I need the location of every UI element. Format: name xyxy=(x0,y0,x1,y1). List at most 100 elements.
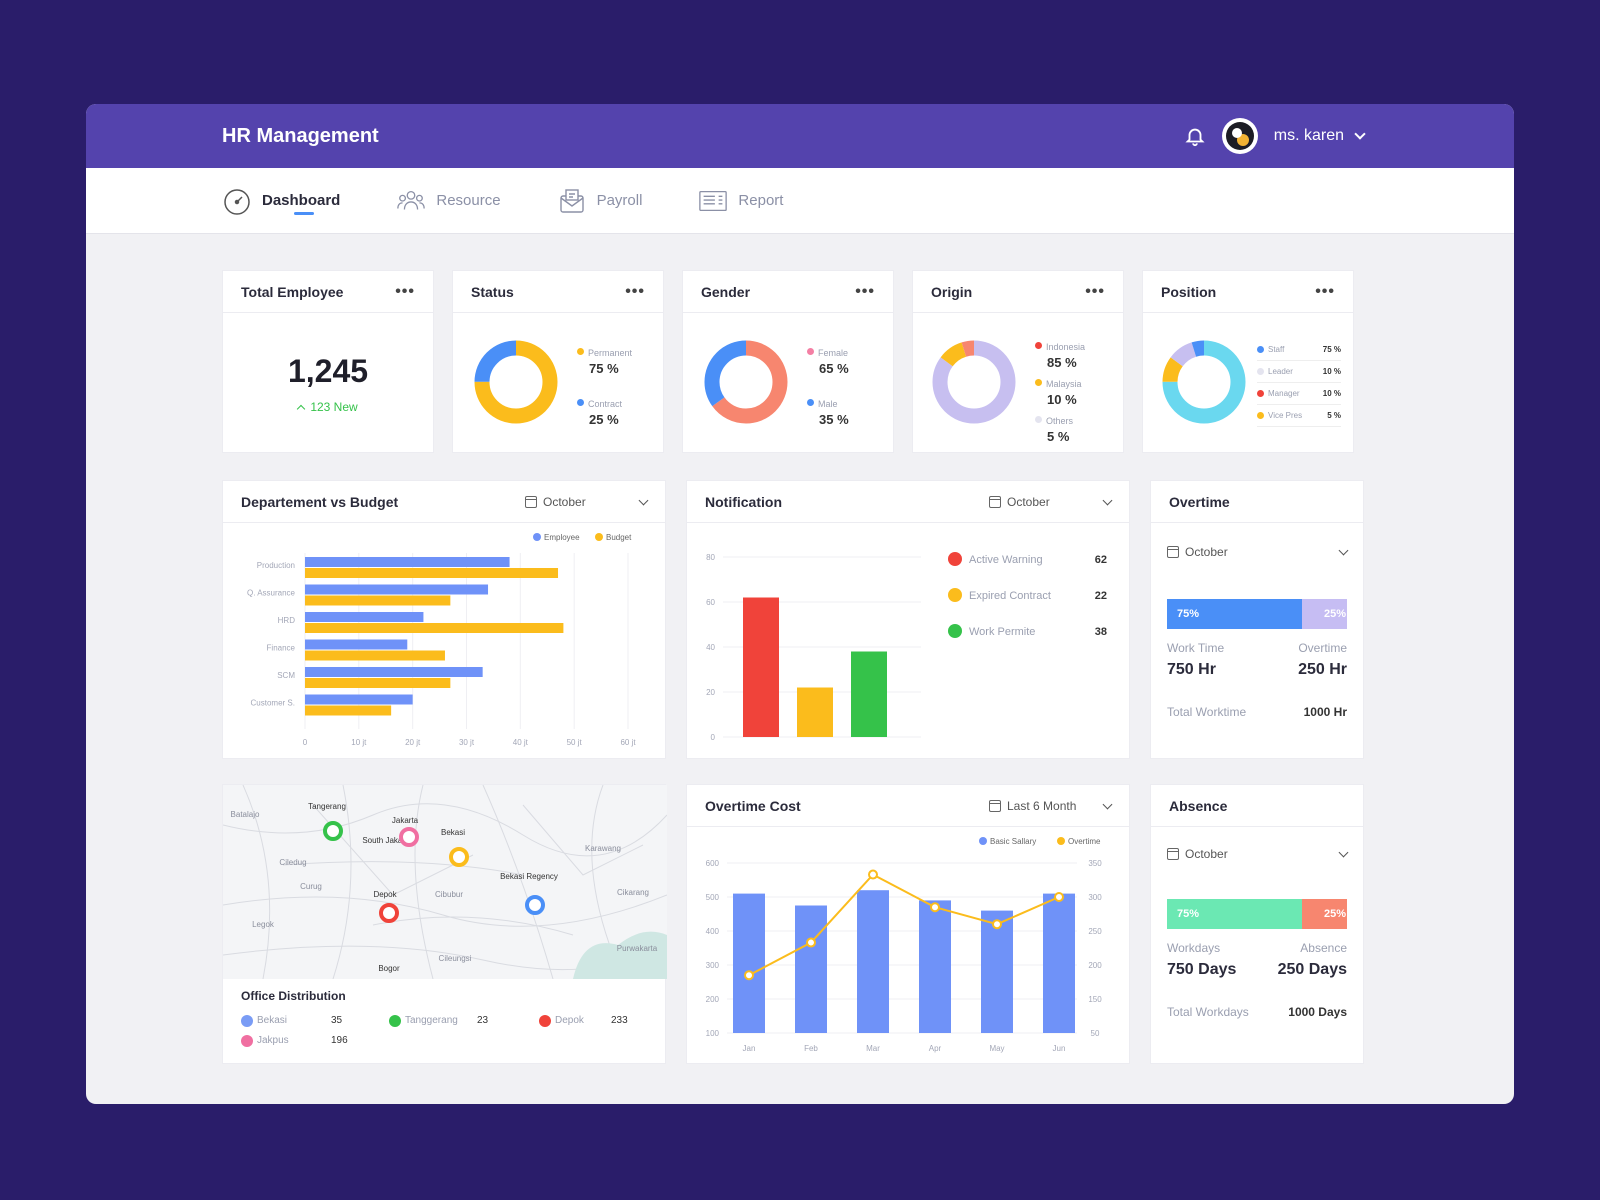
top-bar: HR Management ms. karen xyxy=(86,104,1514,168)
legend-value: 35 % xyxy=(819,412,849,427)
more-icon[interactable]: ••• xyxy=(855,282,875,300)
y-tick-label: 600 xyxy=(706,859,720,868)
tab-report[interactable]: Report xyxy=(698,186,783,216)
bell-icon[interactable] xyxy=(1184,125,1206,147)
month-dropdown[interactable]: October xyxy=(989,494,1113,509)
more-icon[interactable]: ••• xyxy=(625,282,645,300)
notification-title: Notification xyxy=(705,493,782,510)
map-marker-bekasi[interactable] xyxy=(449,847,469,867)
map-marker-depok[interactable] xyxy=(379,903,399,923)
notification-chart: 80 60 40 20 0 Active Warning 62 Expired Contrac… xyxy=(706,552,1107,742)
ot-pct-label: 25% xyxy=(1324,608,1347,620)
total-employee-card: Total Employee ••• 1,245 123 New xyxy=(222,270,434,453)
legend-dot xyxy=(807,399,814,407)
chevron-down-icon xyxy=(1102,495,1113,505)
x-tick-label: 0 xyxy=(303,738,308,747)
total-employee-title: Total Employee xyxy=(241,283,344,300)
legend-label: Budget xyxy=(606,533,632,542)
tab-report-label: Report xyxy=(738,192,784,209)
category-label: Q. Assurance xyxy=(247,589,296,598)
tab-resource[interactable]: Resource xyxy=(396,186,501,216)
office-map[interactable]: Tangerang Jakarta South Jakarta Bekasi Bekas… xyxy=(223,785,667,979)
more-icon[interactable]: ••• xyxy=(395,282,415,300)
donut-segment xyxy=(704,340,788,424)
legend-label: Active Warning xyxy=(969,554,1043,566)
absence-label: Absence xyxy=(1300,941,1347,955)
gender-title: Gender xyxy=(701,283,751,300)
legend-item: Male xyxy=(807,394,849,412)
legend-label: Manager xyxy=(1268,389,1300,398)
map-place-label: Batalajo xyxy=(231,810,260,819)
map-marker-tangerang[interactable] xyxy=(323,821,343,841)
donut-segment xyxy=(1162,340,1246,424)
legend-dot xyxy=(577,348,584,356)
legend-dot xyxy=(979,837,987,845)
workdays-segment: 75% xyxy=(1167,899,1302,929)
dept-budget-chart: 0 10 jt 20 jt 30 jt 40 jt 50 jt 60 jt Productio… xyxy=(247,533,636,747)
legend-item: Others xyxy=(1035,411,1085,429)
payroll-icon xyxy=(557,186,587,216)
map-place-label: Legok xyxy=(252,920,275,929)
legend-label: Indonesia xyxy=(1046,342,1086,352)
dept-budget-card: Departement vs Budget October 0 10 jt 20 j… xyxy=(222,480,666,759)
work-time-segment: 75% xyxy=(1167,599,1302,629)
month-dropdown-value: October xyxy=(543,494,586,509)
office-value: 196 xyxy=(331,1035,348,1046)
user-menu-chevron-icon[interactable] xyxy=(1354,127,1366,140)
absence-segment: 25% xyxy=(1302,899,1347,929)
legend-label: Staff xyxy=(1268,345,1285,354)
legend-row: Staff 75 % xyxy=(1257,339,1341,361)
bar xyxy=(305,612,424,622)
legend-label: Others xyxy=(1046,416,1074,426)
tab-payroll[interactable]: Payroll xyxy=(557,186,642,216)
office-item: Bekasi 35 xyxy=(241,1015,389,1027)
more-icon[interactable]: ••• xyxy=(1085,282,1105,300)
origin-donut xyxy=(932,340,1016,424)
calendar-icon xyxy=(989,799,1001,812)
legend-value: 10 % xyxy=(1047,392,1077,407)
origin-card: Origin ••• Indonesia 85 % Malaysia 10 % O… xyxy=(912,270,1124,453)
legend-dot xyxy=(1257,412,1264,420)
bar xyxy=(305,557,510,567)
legend-dot xyxy=(577,399,584,407)
more-icon[interactable]: ••• xyxy=(1315,282,1335,300)
status-card: Status ••• Permanent 75 % Contract 25 % xyxy=(452,270,664,453)
status-donut xyxy=(474,340,558,424)
work-pct-label: 75% xyxy=(1177,608,1200,620)
chevron-down-icon xyxy=(638,495,649,505)
report-icon xyxy=(698,186,728,216)
map-marker-jakarta[interactable] xyxy=(399,827,419,847)
month-dropdown[interactable]: October xyxy=(525,494,649,509)
legend-label: Contract xyxy=(588,399,623,409)
workdays-value: 750 Days xyxy=(1167,961,1237,978)
map-place-label: Purwakarta xyxy=(617,944,658,953)
month-dropdown[interactable]: October xyxy=(1167,847,1349,861)
month-dropdown[interactable]: October xyxy=(1167,545,1349,559)
map-marker-bekasi-regency[interactable] xyxy=(525,895,545,915)
legend-row: Leader 10 % xyxy=(1257,361,1341,383)
legend-label: Female xyxy=(818,348,849,358)
tab-dashboard[interactable]: Dashboard xyxy=(222,186,340,216)
legend-item: Malaysia xyxy=(1035,374,1085,392)
overtime-segment: 25% xyxy=(1302,599,1347,629)
bar xyxy=(851,651,887,737)
map-place-label: Bekasi xyxy=(441,828,465,837)
legend-item: Permanent xyxy=(577,343,632,361)
map-road xyxy=(522,804,644,876)
data-label: 62 xyxy=(1095,554,1107,566)
user-name[interactable]: ms. karen xyxy=(1273,127,1344,144)
period-dropdown[interactable]: Last 6 Month xyxy=(989,799,1113,813)
month-dropdown-value: October xyxy=(1007,494,1050,509)
legend-dot xyxy=(807,348,814,356)
overtime-card: Overtime October 75% 25% Work Time Overt… xyxy=(1150,480,1364,759)
map-road xyxy=(482,785,554,979)
legend-dot xyxy=(595,533,603,541)
y-tick-label: 20 xyxy=(706,688,715,697)
avatar[interactable] xyxy=(1221,118,1258,154)
legend-label: Male xyxy=(818,399,838,409)
legend-dot xyxy=(948,552,962,566)
absence-value: 250 Days xyxy=(1277,961,1347,978)
new-employee-count: 123 New xyxy=(310,400,358,414)
dashboard-icon xyxy=(222,186,252,216)
legend-dot xyxy=(1035,342,1042,350)
